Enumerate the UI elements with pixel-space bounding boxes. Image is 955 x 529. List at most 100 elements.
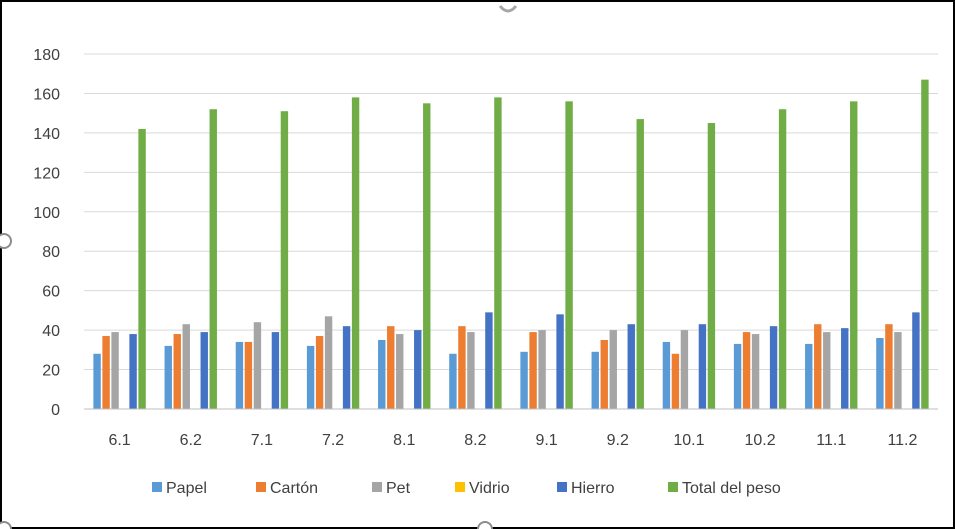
resize-handle-bottom[interactable] <box>477 521 493 529</box>
bar <box>138 128 146 409</box>
legend-swatch <box>152 482 162 492</box>
y-tick-label: 120 <box>33 165 60 182</box>
bar <box>627 324 635 409</box>
bar <box>244 341 253 409</box>
bar <box>324 316 333 409</box>
bar <box>698 324 707 409</box>
bar <box>707 123 716 410</box>
legend-swatch <box>256 482 266 492</box>
legend-label: Total del peso <box>682 480 781 497</box>
x-tick-label: 9.1 <box>535 432 557 449</box>
y-tick-label: 20 <box>42 363 60 380</box>
bar <box>778 109 787 409</box>
bar <box>423 103 431 410</box>
bar <box>93 353 101 409</box>
y-tick-label: 180 <box>33 47 60 64</box>
bar <box>912 312 920 409</box>
legend-swatch <box>455 482 465 492</box>
legend-swatch <box>557 482 567 492</box>
bar <box>414 330 422 409</box>
bar <box>885 324 893 409</box>
y-tick-label: 0 <box>51 402 60 419</box>
bar <box>538 330 546 409</box>
bar <box>111 332 119 409</box>
bar <box>387 326 395 409</box>
bar <box>529 332 537 409</box>
bar <box>164 345 172 409</box>
bar <box>458 326 466 409</box>
x-tick-label: 6.1 <box>108 432 130 449</box>
bar <box>396 334 404 409</box>
bars <box>93 79 929 410</box>
y-tick-label: 160 <box>33 86 60 103</box>
x-tick-label: 9.2 <box>607 432 629 449</box>
bar <box>805 343 813 409</box>
bar <box>449 353 457 409</box>
bar <box>921 79 929 409</box>
legend-swatch <box>372 482 382 492</box>
bar <box>467 332 475 409</box>
bar <box>102 336 110 409</box>
x-tick-label: 8.2 <box>464 432 486 449</box>
gridlines <box>84 53 938 371</box>
x-tick-label: 6.2 <box>180 432 202 449</box>
bar <box>769 326 778 409</box>
x-tick-label: 10.1 <box>673 432 704 449</box>
bar <box>351 97 360 409</box>
y-tick-label: 80 <box>42 244 60 261</box>
bar <box>609 330 617 409</box>
bar <box>556 314 564 409</box>
bar <box>850 101 858 409</box>
bar <box>494 97 502 409</box>
x-tick-label: 10.2 <box>745 432 776 449</box>
bar <box>253 322 262 409</box>
x-tick-label: 7.1 <box>251 432 273 449</box>
resize-handle-bottom-left[interactable] <box>0 521 12 529</box>
bar <box>600 339 608 409</box>
legend-label: Cartón <box>270 480 318 497</box>
bar <box>235 341 244 409</box>
legend-label: Hierro <box>571 480 615 497</box>
legend-swatch <box>668 482 678 492</box>
bar <box>841 328 849 409</box>
y-tick-label: 100 <box>33 205 60 222</box>
bar <box>485 312 493 409</box>
bar <box>342 326 351 409</box>
clipped-title-fragment <box>498 5 518 13</box>
resize-handle-left[interactable] <box>0 233 12 249</box>
bar <box>315 336 324 409</box>
y-tick-label: 140 <box>33 126 60 143</box>
bar <box>209 109 217 409</box>
bar <box>823 332 831 409</box>
bar <box>182 324 190 409</box>
bar <box>680 330 689 409</box>
bar <box>200 332 208 409</box>
legend-label: Pet <box>386 480 411 497</box>
bar <box>671 353 680 409</box>
bar <box>751 334 760 409</box>
bar <box>306 345 315 409</box>
bar <box>636 119 644 409</box>
bar <box>173 334 181 409</box>
bar <box>662 341 671 409</box>
bar <box>814 324 822 409</box>
x-tick-label: 11.2 <box>887 432 917 449</box>
y-tick-label: 40 <box>42 323 60 340</box>
bar <box>742 332 751 409</box>
legend-label: Papel <box>166 480 207 497</box>
y-tick-label: 60 <box>42 284 60 301</box>
bar <box>894 332 902 409</box>
legend: Papel Cartón Pet Vidrio Hierro Total del peso <box>152 480 781 497</box>
bar <box>129 334 137 409</box>
bar <box>591 351 599 409</box>
bar <box>565 101 573 409</box>
bar <box>280 111 289 409</box>
bar <box>733 343 742 409</box>
x-axis-tick-labels: 6.1 6.2 7.1 7.2 8.1 8.2 9.1 9.2 10.1 10.2 11.1 11.2 <box>108 432 917 449</box>
bar <box>378 339 386 409</box>
x-tick-label: 8.1 <box>393 432 415 449</box>
y-axis-tick-labels: 0 20 40 60 80 100 120 140 160 180 <box>33 47 60 419</box>
legend-label: Vidrio <box>469 480 510 497</box>
bar <box>271 332 280 409</box>
